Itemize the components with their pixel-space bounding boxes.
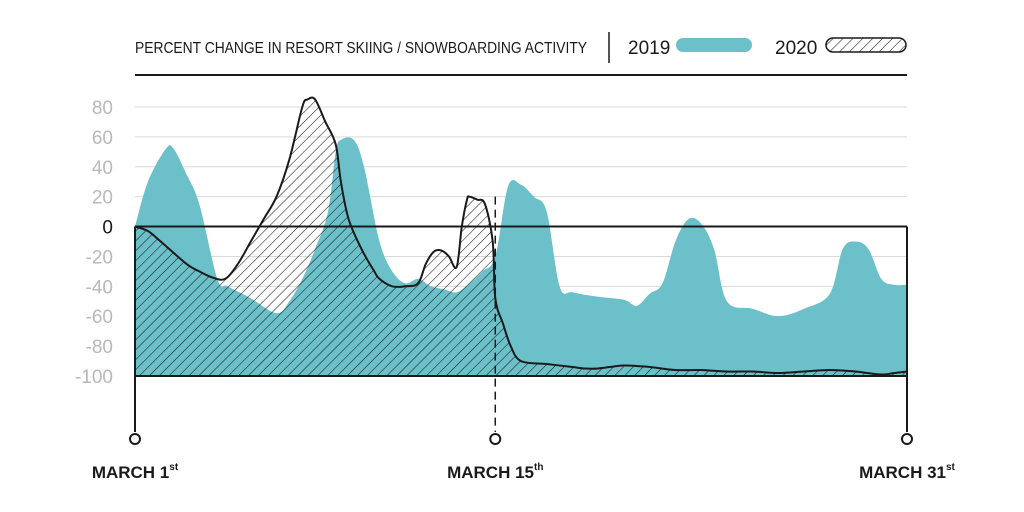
- y-tick-label: 40: [92, 158, 113, 179]
- y-tick-label: 20: [92, 188, 113, 209]
- y-tick-label: 80: [92, 98, 113, 119]
- legend-swatch-2019: [676, 38, 752, 52]
- series-2020-line: [134, 96, 908, 376]
- legend-label-2019: 2019: [628, 38, 670, 59]
- y-tick-label: 0: [102, 218, 113, 239]
- chart-title: PERCENT CHANGE IN RESORT SKIING / SNOWBO…: [135, 40, 587, 57]
- series-2020-area: [135, 97, 907, 376]
- y-tick-label: -80: [86, 337, 113, 358]
- y-tick-label: 60: [92, 128, 113, 149]
- x-marker-dot: [489, 433, 502, 445]
- series-layer: [134, 96, 908, 376]
- y-tick-label: -40: [86, 277, 113, 298]
- x-axis-label: MARCH 15th: [447, 462, 543, 482]
- x-axis-label: MARCH 1st: [92, 462, 179, 482]
- y-tick-label: -60: [86, 307, 113, 328]
- x-marker-dot: [129, 433, 141, 445]
- x-marker-dot: [901, 433, 913, 445]
- legend-swatch-2020: [825, 37, 907, 53]
- axes: [135, 225, 907, 377]
- x-axis-markers: MARCH 1st MARCH 15th MARCH 31st: [92, 196, 956, 482]
- x-axis-label: MARCH 31st: [859, 462, 955, 482]
- legend-label-2020: 2020: [775, 38, 817, 59]
- y-tick-label: -20: [86, 247, 113, 268]
- y-tick-label: -100: [75, 367, 113, 388]
- y-axis-ticks: 80 60 40 20 0 -20 -40 -60 -80 -100: [75, 98, 113, 388]
